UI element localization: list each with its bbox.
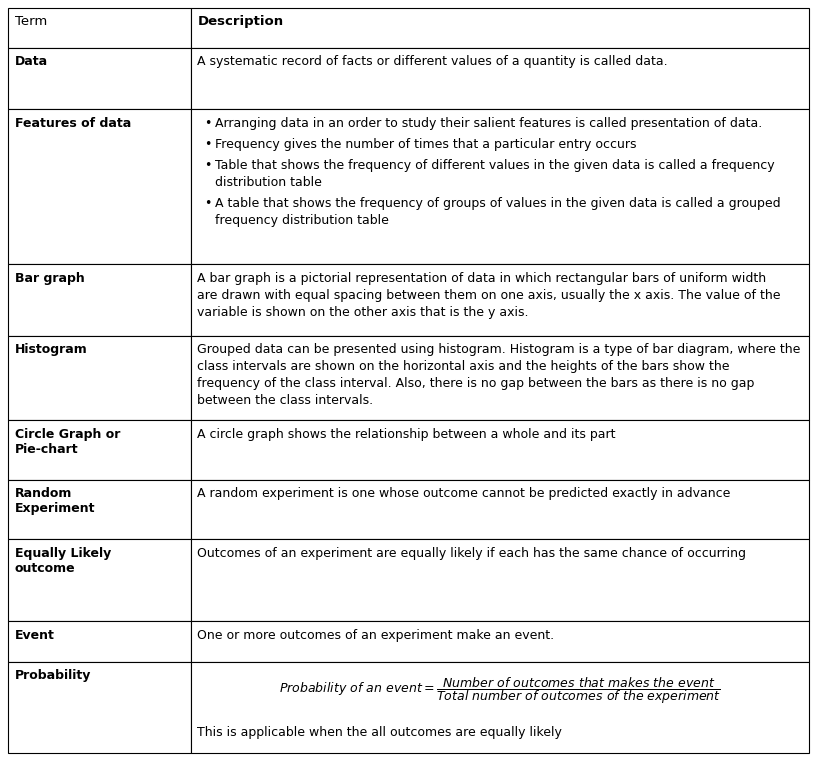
Bar [190,264,809,336]
Text: •: • [203,138,211,151]
Text: A systematic record of facts or different values of a quantity is called data.: A systematic record of facts or differen… [197,56,667,68]
Text: Probability: Probability [15,669,91,683]
Bar [8,109,190,264]
Bar [8,420,190,479]
Text: Outcomes of an experiment are equally likely if each has the same chance of occu: Outcomes of an experiment are equally li… [197,547,746,560]
Bar [8,661,190,753]
Text: Table that shows the frequency of different values in the given data is called a: Table that shows the frequency of differ… [215,159,775,172]
Text: Arranging data in an order to study their salient features is called presentatio: Arranging data in an order to study thei… [215,116,762,129]
Text: A table that shows the frequency of groups of values in the given data is called: A table that shows the frequency of grou… [215,197,781,210]
Text: A random experiment is one whose outcome cannot be predicted exactly in advance: A random experiment is one whose outcome… [197,487,730,500]
Text: Event: Event [15,629,55,642]
Text: Circle Graph or
Pie-chart: Circle Graph or Pie-chart [15,428,120,456]
Bar [190,48,809,109]
Text: Term: Term [15,15,47,28]
Text: Features of data: Features of data [15,116,131,129]
Bar [190,479,809,540]
Bar [8,264,190,336]
Text: Description: Description [197,15,283,28]
Bar [8,540,190,622]
Bar [8,48,190,109]
Text: Data: Data [15,56,48,68]
Bar [190,540,809,622]
Text: Frequency gives the number of times that a particular entry occurs: Frequency gives the number of times that… [215,138,636,151]
Bar [190,8,809,48]
Text: Histogram: Histogram [15,343,87,356]
Text: Equally Likely
outcome: Equally Likely outcome [15,547,111,575]
Text: •: • [203,159,211,172]
Bar [190,420,809,479]
Text: One or more outcomes of an experiment make an event.: One or more outcomes of an experiment ma… [197,629,555,642]
Text: Bar graph: Bar graph [15,272,84,285]
Text: •: • [203,197,211,210]
Text: Grouped data can be presented using histogram. Histogram is a type of bar diagra: Grouped data can be presented using hist… [197,343,801,407]
Text: •: • [203,116,211,129]
Text: This is applicable when the all outcomes are equally likely: This is applicable when the all outcomes… [197,726,562,739]
Bar [8,336,190,420]
Bar [190,336,809,420]
Bar [190,622,809,661]
Bar [8,622,190,661]
Bar [190,109,809,264]
Bar [8,8,190,48]
Bar [8,479,190,540]
Text: A circle graph shows the relationship between a whole and its part: A circle graph shows the relationship be… [197,428,616,441]
Text: distribution table: distribution table [215,176,322,189]
Text: frequency distribution table: frequency distribution table [215,214,389,227]
Text: $\mathit{Probability\ of\ an\ event} = \dfrac{\mathit{Number\ of\ outcomes\ that: $\mathit{Probability\ of\ an\ event} = \… [279,676,721,706]
Bar [190,661,809,753]
Text: A bar graph is a pictorial representation of data in which rectangular bars of u: A bar graph is a pictorial representatio… [197,272,781,319]
Text: Random
Experiment: Random Experiment [15,487,96,515]
